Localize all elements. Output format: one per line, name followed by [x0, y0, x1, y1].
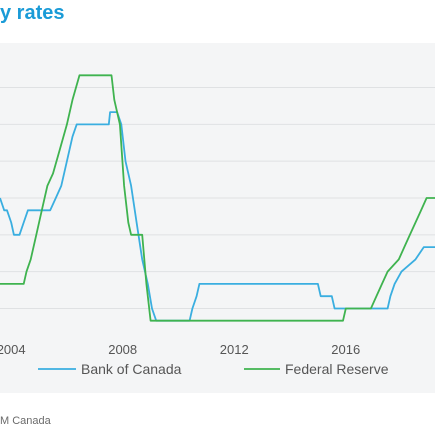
source-note: M Canada	[0, 415, 51, 427]
legend-item-bank-of-canada: Bank of Canada	[38, 361, 182, 377]
legend: Bank of Canada Federal Reserve	[38, 361, 389, 377]
legend-label: Bank of Canada	[81, 361, 182, 377]
chart-title: y rates	[0, 2, 65, 24]
legend-label: Federal Reserve	[285, 361, 389, 377]
x-tick-label: 2004	[0, 342, 26, 357]
gridlines	[0, 87, 435, 309]
line-chart: 2004 2008 2012 2016 Bank of Canada Federal R…	[0, 43, 435, 393]
x-tick-label: 2008	[108, 342, 137, 357]
x-tick-label: 2012	[220, 342, 249, 357]
x-tick-label: 2016	[331, 342, 360, 357]
legend-item-federal-reserve: Federal Reserve	[244, 361, 389, 377]
series-lines	[0, 74, 435, 322]
x-axis-tick-labels: 2004 2008 2012 2016	[0, 342, 360, 357]
chart-background	[0, 43, 435, 393]
chart-panel: 2004 2008 2012 2016 Bank of Canada Federal R…	[0, 43, 435, 393]
series-line-federal-reserve	[0, 74, 435, 322]
